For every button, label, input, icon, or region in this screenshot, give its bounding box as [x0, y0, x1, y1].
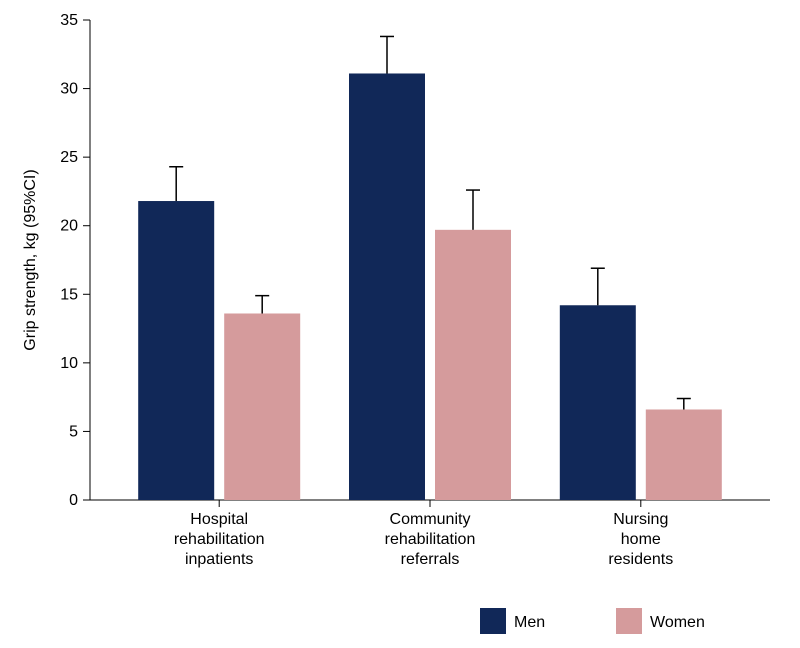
- bar-men: [138, 201, 214, 500]
- y-tick-label: 15: [60, 286, 78, 303]
- legend-swatch: [480, 608, 506, 634]
- category-label: Community: [390, 511, 471, 528]
- category-label: Nursing: [613, 511, 668, 528]
- legend-label: Women: [650, 614, 705, 631]
- category-label: inpatients: [185, 551, 254, 568]
- y-tick-label: 5: [69, 423, 78, 440]
- y-tick-label: 20: [60, 218, 78, 235]
- bar-women: [435, 230, 511, 500]
- category-label: Hospital: [190, 511, 248, 528]
- legend-swatch: [616, 608, 642, 634]
- grip-strength-chart: 0 5 10 15 20 25 30 35 Grip strength, kg (95%CI) H…: [0, 0, 800, 648]
- bar-women: [646, 409, 722, 500]
- category-label: residents: [608, 551, 673, 568]
- y-tick-label: 10: [60, 355, 78, 372]
- bar-women: [224, 313, 300, 500]
- y-tick-label: 25: [60, 149, 78, 166]
- category-label: rehabilitation: [174, 531, 265, 548]
- legend-label: Men: [514, 614, 545, 631]
- category-label: referrals: [401, 551, 460, 568]
- category-label: home: [621, 531, 661, 548]
- bar-men: [349, 73, 425, 500]
- bar-men: [560, 305, 636, 500]
- y-axis-label: Grip strength, kg (95%CI): [22, 169, 39, 350]
- y-tick-label: 35: [60, 12, 78, 29]
- y-tick-label: 0: [69, 492, 78, 509]
- category-label: rehabilitation: [385, 531, 476, 548]
- chart-container: 0 5 10 15 20 25 30 35 Grip strength, kg (95%CI) H…: [0, 0, 800, 648]
- y-tick-label: 30: [60, 81, 78, 98]
